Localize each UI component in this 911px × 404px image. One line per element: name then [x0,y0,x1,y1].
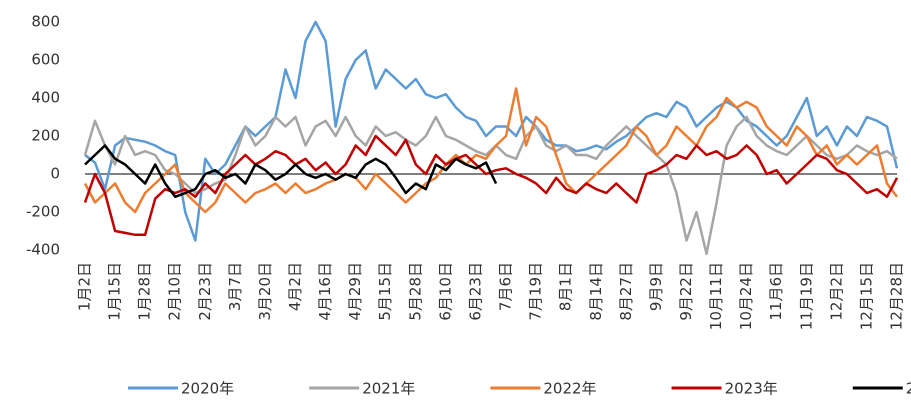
x-tick-label: 9月22日 [677,262,695,321]
x-tick-label: 8月27日 [617,262,635,321]
x-tick-label: 8月1日 [557,262,575,311]
x-tick-label: 2月10日 [166,262,184,321]
y-tick-label: 200 [31,127,60,145]
y-tick-label: -200 [26,203,60,221]
x-tick-label: 6月23日 [466,262,484,321]
x-tick-label: 3月20日 [256,262,274,321]
y-tick-label: 0 [50,165,60,183]
series-line [84,20,899,242]
x-tick-label: 7月6日 [497,262,515,311]
x-tick-label: 3月7日 [226,262,244,311]
x-tick-label: 12月15日 [857,262,875,330]
legend-label: 2021年 [362,380,415,398]
x-tick-label: 1月2日 [76,262,94,311]
x-tick-label: 10月24日 [737,262,755,330]
x-tick-label: 4月16日 [316,262,334,321]
legend-label: 2024年 [906,380,911,398]
x-tick-label: 10月11日 [707,262,725,330]
x-tick-label: 12月2日 [827,262,845,321]
x-tick-label: 12月28日 [888,262,906,330]
x-tick-label: 7月19日 [527,262,545,321]
x-tick-label: 2月23日 [196,262,214,321]
legend-label: 2023年 [725,380,778,398]
series-line [84,144,498,199]
x-tick-label: 5月15日 [376,262,394,321]
y-tick-label: 400 [31,89,60,107]
x-tick-label: 4月29日 [346,262,364,321]
y-tick-label: -400 [26,241,60,259]
x-tick-label: 5月28日 [406,262,424,321]
legend: 2020年 2021年 2022年 2023年 2024年 [128,380,911,398]
x-tick-label: 11月6日 [767,262,785,321]
x-tick-label: 1月15日 [106,262,124,321]
y-tick-label: 600 [31,51,60,69]
x-tick-label: 6月10日 [436,262,454,321]
x-tick-label: 9月9日 [647,262,665,311]
series-line [83,87,898,214]
legend-label: 2022年 [543,380,596,398]
x-tick-label: 11月19日 [797,262,815,330]
x-tick-label: 8月14日 [587,262,605,321]
x-tick-label: 4月2日 [286,262,304,311]
y-tick-label: 800 [31,13,60,31]
legend-label: 2020年 [181,380,234,398]
x-tick-label: 1月28日 [136,262,154,321]
